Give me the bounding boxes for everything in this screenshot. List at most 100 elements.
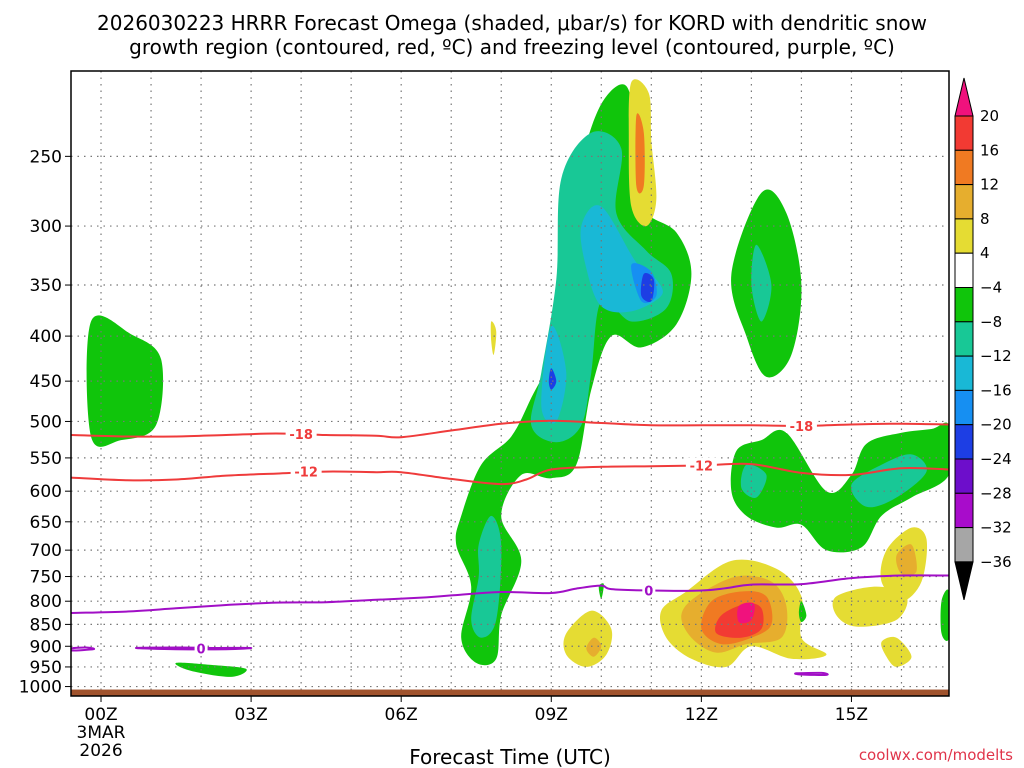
y-tick-label: 400 xyxy=(30,327,62,347)
y-tick-label: 550 xyxy=(30,449,62,469)
omega-region xyxy=(737,602,755,624)
x-axis-label: Forecast Time (UTC) xyxy=(409,745,611,768)
y-axis-ticks: 2503003504004505005506006507007508008509… xyxy=(19,147,71,698)
colorbar-segment xyxy=(954,149,974,186)
colorbar-segment xyxy=(954,287,974,323)
colorbar-segment xyxy=(954,458,974,494)
x-tick-year: 2026 xyxy=(79,741,122,761)
omega-region xyxy=(175,662,247,677)
contour-label: -18 xyxy=(289,428,313,443)
colorbar-segment xyxy=(954,218,974,254)
chart-title-line2: growth region (contoured, red, ºC) and f… xyxy=(129,35,895,59)
colorbar-tick-label: −20 xyxy=(980,416,1012,434)
x-tick-label: 12Z xyxy=(685,705,718,725)
omega-region xyxy=(586,637,602,657)
x-tick-label: 03Z xyxy=(234,705,267,725)
y-tick-label: 650 xyxy=(30,513,62,533)
colorbar-segment xyxy=(954,184,974,220)
plot-frame xyxy=(70,70,950,697)
omega-region xyxy=(832,586,908,627)
chart-title-line1: 2026030223 HRRR Forecast Omega (shaded, … xyxy=(97,11,927,35)
colorbar-segment xyxy=(954,389,974,426)
colorbar-segment xyxy=(954,492,974,529)
contour-label-bg xyxy=(642,582,656,598)
contour-line xyxy=(71,574,949,614)
colorbar-segment xyxy=(954,115,974,151)
y-tick-label: 250 xyxy=(30,147,62,167)
colorbar-tick-label: −36 xyxy=(980,553,1012,571)
colorbar-segment xyxy=(954,321,974,357)
colorbar-segment xyxy=(954,252,974,288)
omega-region xyxy=(86,315,164,447)
omega-region xyxy=(896,544,917,576)
omega-region xyxy=(730,422,949,553)
y-tick-label: 350 xyxy=(30,276,62,296)
y-tick-label: 950 xyxy=(30,658,62,678)
credit-text: coolwx.com/modelts xyxy=(859,746,1013,764)
colorbar-tick-label: −16 xyxy=(980,381,1012,399)
omega-region xyxy=(740,464,767,498)
contour-line xyxy=(134,646,253,651)
y-tick-label: 600 xyxy=(30,482,62,502)
contour-label-bg xyxy=(194,640,208,656)
omega-region xyxy=(751,244,772,322)
colorbar-segment xyxy=(954,424,974,460)
colorbar-segment xyxy=(954,355,974,391)
colorbar-tick-label: 8 xyxy=(980,210,990,228)
omega-region xyxy=(471,515,502,638)
colorbar-tick-label: −28 xyxy=(980,484,1012,502)
colorbar-top-arrow xyxy=(954,77,974,117)
terrain-ground xyxy=(71,689,949,696)
contour-layer: -18 -18 -12 -12 0 0 xyxy=(71,418,949,677)
contour-label: 0 xyxy=(197,642,206,657)
colorbar-segment xyxy=(954,527,974,563)
x-tick-label: 09Z xyxy=(535,705,568,725)
plot-background xyxy=(71,71,949,696)
y-tick-label: 500 xyxy=(30,412,62,432)
omega-region xyxy=(563,610,613,667)
colorbar-tick-label: −24 xyxy=(980,450,1012,468)
x-tick-date: 3MAR xyxy=(77,723,126,743)
y-tick-label: 700 xyxy=(30,541,62,561)
colorbar-tick-label: 16 xyxy=(980,141,999,159)
omega-region xyxy=(881,636,912,667)
colorbar: 20 16 12 8 4 −4 −8 −12 −16 −20 −24 −28 −32 −36 xyxy=(954,77,1012,601)
x-tick-label: 06Z xyxy=(385,705,418,725)
omega-region xyxy=(635,113,645,194)
y-tick-label: 1000 xyxy=(19,678,62,698)
contour-line xyxy=(71,646,96,652)
y-tick-label: 850 xyxy=(30,615,62,635)
contour-line xyxy=(71,462,949,486)
colorbar-tick-label: −12 xyxy=(980,347,1012,365)
colorbar-tick-label: 12 xyxy=(980,176,999,194)
contour-label: 0 xyxy=(644,585,653,600)
x-tick-label: 00Z xyxy=(84,705,117,725)
colorbar-tick-label: 20 xyxy=(980,107,999,125)
contour-label-bg xyxy=(285,426,317,442)
y-tick-label: 900 xyxy=(30,637,62,657)
colorbar-bottom-arrow xyxy=(954,561,974,601)
contour-label-bg xyxy=(290,463,322,479)
colorbar-tick-label: 4 xyxy=(980,244,990,262)
contour-label: -12 xyxy=(690,459,714,474)
y-tick-label: 300 xyxy=(30,217,62,237)
omega-region xyxy=(640,272,655,303)
x-tick-label: 15Z xyxy=(835,705,868,725)
omega-region xyxy=(490,321,497,355)
contour-line xyxy=(794,671,829,677)
colorbar-tick-label: −8 xyxy=(980,313,1002,331)
omega-region xyxy=(940,589,949,641)
y-tick-label: 750 xyxy=(30,568,62,588)
contour-label-bg xyxy=(785,418,817,434)
colorbar-tick-label: −32 xyxy=(980,519,1012,537)
contour-label-bg xyxy=(685,457,717,473)
contour-label: -12 xyxy=(294,466,318,481)
y-tick-label: 450 xyxy=(30,372,62,392)
contour-label: -18 xyxy=(790,420,814,435)
omega-shading-layer xyxy=(86,79,949,677)
y-tick-label: 800 xyxy=(30,592,62,612)
colorbar-tick-label: −4 xyxy=(980,279,1002,297)
omega-region xyxy=(798,601,807,623)
